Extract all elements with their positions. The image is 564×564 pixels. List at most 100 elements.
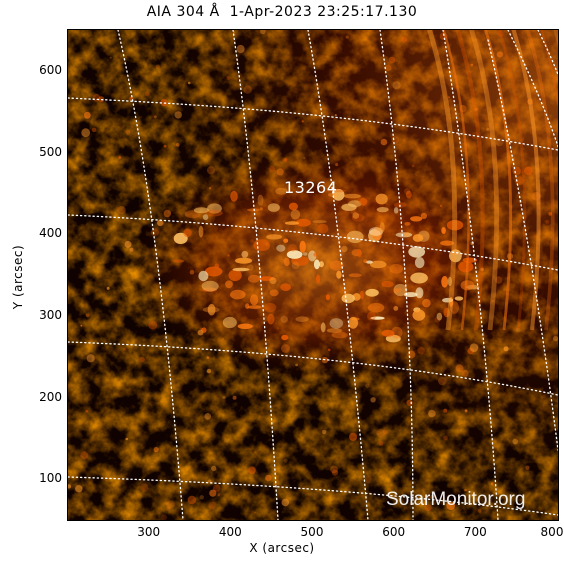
network-point bbox=[376, 428, 385, 438]
plage-blob bbox=[443, 307, 450, 318]
network-point bbox=[352, 212, 360, 219]
network-point bbox=[335, 163, 339, 167]
y-tick-label: 200 bbox=[39, 389, 62, 404]
y-axis-label: Y (arcsec) bbox=[11, 244, 25, 310]
plage-blob bbox=[460, 280, 475, 291]
network-point bbox=[222, 396, 226, 399]
plage-blob bbox=[414, 257, 425, 269]
network-point bbox=[303, 156, 306, 159]
network-point bbox=[495, 276, 503, 284]
network-point bbox=[85, 409, 89, 413]
network-point bbox=[166, 500, 175, 509]
network-point bbox=[199, 495, 204, 500]
plage-blob bbox=[436, 312, 443, 321]
plage-blob bbox=[295, 218, 311, 227]
network-point bbox=[254, 451, 257, 454]
limb-streak bbox=[497, 30, 527, 331]
plage-blob bbox=[276, 244, 286, 252]
latitude-line bbox=[68, 214, 558, 271]
plage-blob bbox=[369, 260, 387, 269]
active-region-label: 13264 bbox=[284, 178, 338, 197]
network-point bbox=[515, 327, 521, 333]
network-point bbox=[265, 242, 269, 246]
plage-blob bbox=[302, 252, 308, 256]
y-tick-label: 300 bbox=[39, 307, 62, 322]
network-point bbox=[187, 495, 197, 505]
network-point bbox=[91, 127, 97, 133]
network-point bbox=[474, 107, 478, 112]
network-point bbox=[83, 111, 91, 119]
network-point bbox=[160, 98, 168, 107]
network-point bbox=[477, 509, 482, 513]
network-point bbox=[470, 63, 474, 67]
network-point bbox=[392, 81, 401, 90]
plage-blob bbox=[288, 202, 298, 211]
solar-image-panel bbox=[67, 29, 559, 521]
plage-blob bbox=[237, 323, 253, 330]
plage-blob bbox=[320, 322, 326, 333]
plage-blob bbox=[449, 301, 459, 314]
network-point bbox=[139, 356, 145, 363]
watermark: SolarMonitor.org bbox=[386, 489, 526, 510]
network-point bbox=[161, 514, 167, 520]
plage-blob bbox=[348, 273, 362, 278]
network-point bbox=[259, 207, 263, 211]
network-point bbox=[118, 156, 122, 159]
network-point bbox=[515, 176, 524, 186]
plage-blob bbox=[202, 214, 209, 221]
plage-blob bbox=[458, 261, 474, 273]
network-point bbox=[145, 91, 150, 97]
network-point bbox=[281, 344, 290, 353]
network-point bbox=[464, 409, 468, 413]
network-point bbox=[226, 75, 231, 80]
plage-blob bbox=[403, 232, 411, 237]
longitude-line bbox=[487, 39, 558, 451]
network-point bbox=[123, 348, 126, 351]
plage-blob bbox=[198, 225, 204, 238]
network-point bbox=[187, 81, 191, 85]
y-tick-label: 100 bbox=[39, 471, 62, 486]
network-point bbox=[75, 485, 83, 493]
plage-blob bbox=[379, 222, 385, 233]
plage-blob bbox=[193, 207, 209, 214]
network-point bbox=[206, 356, 210, 359]
plage-blob bbox=[257, 194, 264, 206]
plage-blob bbox=[207, 203, 222, 214]
longitude-line bbox=[379, 30, 414, 520]
limb-streak bbox=[442, 30, 470, 331]
network-point bbox=[209, 489, 217, 497]
network-point bbox=[243, 85, 252, 94]
network-point bbox=[406, 399, 413, 406]
plage-blob bbox=[267, 313, 275, 325]
network-point bbox=[197, 329, 204, 336]
plage-blob bbox=[247, 274, 261, 283]
plage-blob bbox=[368, 227, 384, 236]
network-point bbox=[455, 364, 464, 373]
network-point bbox=[495, 138, 504, 147]
x-tick-label: 600 bbox=[382, 525, 406, 539]
network-point bbox=[461, 369, 469, 377]
plage-blob bbox=[371, 227, 383, 241]
network-point bbox=[446, 501, 456, 510]
network-point bbox=[480, 267, 484, 272]
network-point bbox=[129, 247, 134, 252]
plage-blob bbox=[393, 283, 408, 297]
network-point bbox=[401, 36, 408, 43]
network-point bbox=[214, 263, 220, 269]
plage-blob bbox=[440, 240, 455, 246]
network-point bbox=[428, 409, 436, 418]
network-point bbox=[385, 202, 388, 205]
y-tick-label: 500 bbox=[39, 144, 62, 159]
plage-blob bbox=[343, 193, 361, 199]
plage-blob bbox=[313, 259, 320, 270]
network-point bbox=[424, 504, 432, 512]
longitude-line bbox=[442, 30, 499, 520]
network-point bbox=[545, 219, 550, 224]
network-point bbox=[471, 131, 480, 140]
network-point bbox=[236, 44, 245, 54]
network-point bbox=[350, 209, 356, 215]
network-point bbox=[364, 475, 373, 484]
plage-blob bbox=[280, 283, 291, 291]
plage-blob bbox=[275, 187, 288, 195]
plage-blob bbox=[441, 227, 446, 234]
